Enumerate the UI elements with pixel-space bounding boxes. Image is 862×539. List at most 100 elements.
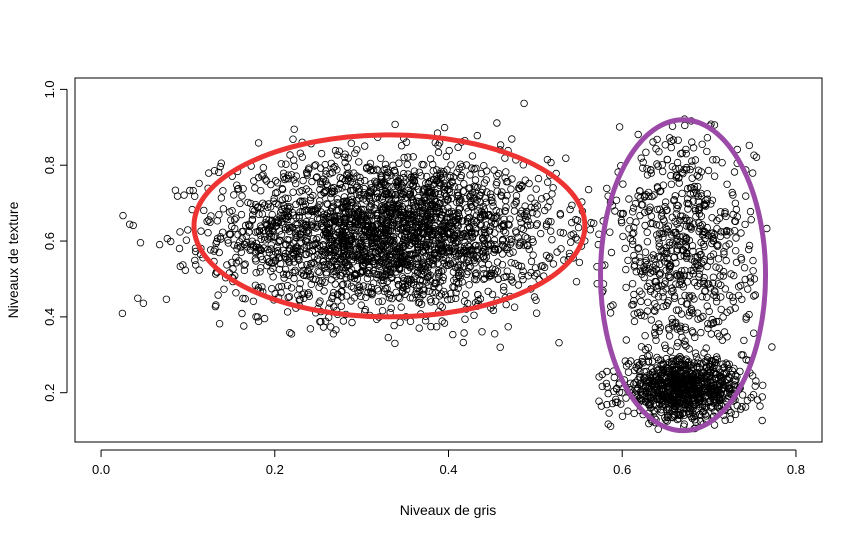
data-point bbox=[236, 199, 244, 208]
data-point bbox=[400, 169, 408, 178]
data-point bbox=[498, 261, 507, 269]
data-point bbox=[462, 194, 470, 203]
data-point bbox=[272, 199, 280, 208]
data-point bbox=[270, 232, 278, 240]
data-point bbox=[632, 256, 640, 265]
data-point bbox=[507, 185, 515, 193]
data-point bbox=[369, 279, 378, 287]
data-point bbox=[493, 214, 501, 222]
data-point bbox=[625, 225, 633, 233]
data-point bbox=[704, 320, 712, 328]
data-point bbox=[459, 217, 467, 225]
data-point bbox=[205, 216, 213, 224]
data-point bbox=[572, 215, 580, 224]
data-point bbox=[364, 283, 372, 291]
data-point bbox=[449, 259, 457, 267]
data-point bbox=[681, 291, 689, 300]
data-point bbox=[750, 151, 758, 159]
data-point bbox=[465, 222, 473, 231]
data-point bbox=[509, 278, 517, 286]
data-point bbox=[548, 235, 556, 244]
data-point bbox=[645, 384, 654, 392]
data-point bbox=[460, 297, 469, 305]
data-point bbox=[478, 328, 486, 336]
data-point bbox=[436, 301, 444, 309]
data-point bbox=[681, 243, 690, 251]
data-point bbox=[693, 388, 701, 397]
data-point bbox=[463, 204, 471, 212]
data-point bbox=[318, 277, 326, 285]
data-point bbox=[514, 281, 523, 289]
data-point bbox=[605, 409, 613, 417]
data-point bbox=[370, 269, 378, 278]
data-point bbox=[660, 373, 668, 381]
data-point bbox=[329, 288, 338, 297]
data-point bbox=[267, 245, 275, 253]
x-axis-title: Niveaux de gris bbox=[400, 502, 497, 518]
data-point bbox=[634, 192, 642, 200]
data-point bbox=[441, 183, 449, 191]
data-point bbox=[698, 221, 707, 229]
data-point bbox=[401, 194, 409, 203]
data-point bbox=[280, 211, 289, 220]
data-point bbox=[521, 233, 529, 241]
data-point bbox=[689, 266, 698, 275]
data-point bbox=[628, 280, 637, 288]
data-point bbox=[311, 240, 319, 249]
data-point bbox=[749, 267, 757, 275]
data-point bbox=[677, 382, 686, 391]
data-point bbox=[481, 274, 489, 283]
data-point bbox=[295, 188, 304, 196]
data-point bbox=[744, 285, 752, 293]
data-point bbox=[490, 236, 499, 244]
data-point bbox=[746, 207, 755, 216]
data-point bbox=[445, 209, 453, 218]
data-point bbox=[491, 229, 499, 237]
data-point bbox=[671, 319, 679, 327]
data-point bbox=[223, 261, 231, 269]
data-point bbox=[671, 402, 679, 411]
data-point bbox=[367, 184, 375, 192]
data-point bbox=[292, 213, 300, 222]
data-point bbox=[682, 163, 691, 172]
data-point bbox=[733, 372, 741, 381]
data-point bbox=[611, 207, 619, 215]
data-point bbox=[674, 379, 682, 387]
data-point bbox=[302, 271, 311, 280]
data-point bbox=[723, 180, 731, 188]
data-point bbox=[460, 180, 468, 188]
data-point bbox=[270, 194, 278, 203]
data-point bbox=[695, 173, 703, 181]
data-point bbox=[203, 217, 211, 226]
data-point bbox=[341, 213, 350, 221]
data-point bbox=[533, 269, 541, 278]
data-point bbox=[622, 394, 630, 402]
data-point bbox=[480, 236, 488, 244]
y-tick-label: 0.2 bbox=[42, 384, 57, 402]
data-point bbox=[227, 216, 235, 224]
data-point bbox=[609, 301, 617, 309]
data-point bbox=[471, 183, 480, 191]
data-point bbox=[356, 242, 364, 251]
data-point bbox=[525, 245, 533, 253]
data-point bbox=[330, 187, 339, 196]
data-point bbox=[520, 241, 528, 249]
data-point bbox=[556, 211, 565, 219]
data-point bbox=[330, 212, 339, 220]
data-point bbox=[437, 241, 445, 250]
data-point bbox=[712, 395, 720, 404]
data-point bbox=[291, 229, 300, 237]
data-point bbox=[603, 367, 611, 376]
data-point bbox=[644, 207, 652, 216]
y-tick-label: 0.4 bbox=[42, 308, 57, 326]
data-point bbox=[391, 120, 399, 129]
data-point bbox=[491, 330, 499, 338]
data-point bbox=[200, 206, 208, 215]
data-point bbox=[624, 407, 632, 415]
data-point bbox=[661, 202, 669, 211]
data-point bbox=[400, 235, 408, 244]
data-point bbox=[630, 261, 639, 269]
data-point bbox=[480, 228, 489, 237]
data-point bbox=[732, 376, 740, 384]
data-point bbox=[678, 280, 686, 288]
